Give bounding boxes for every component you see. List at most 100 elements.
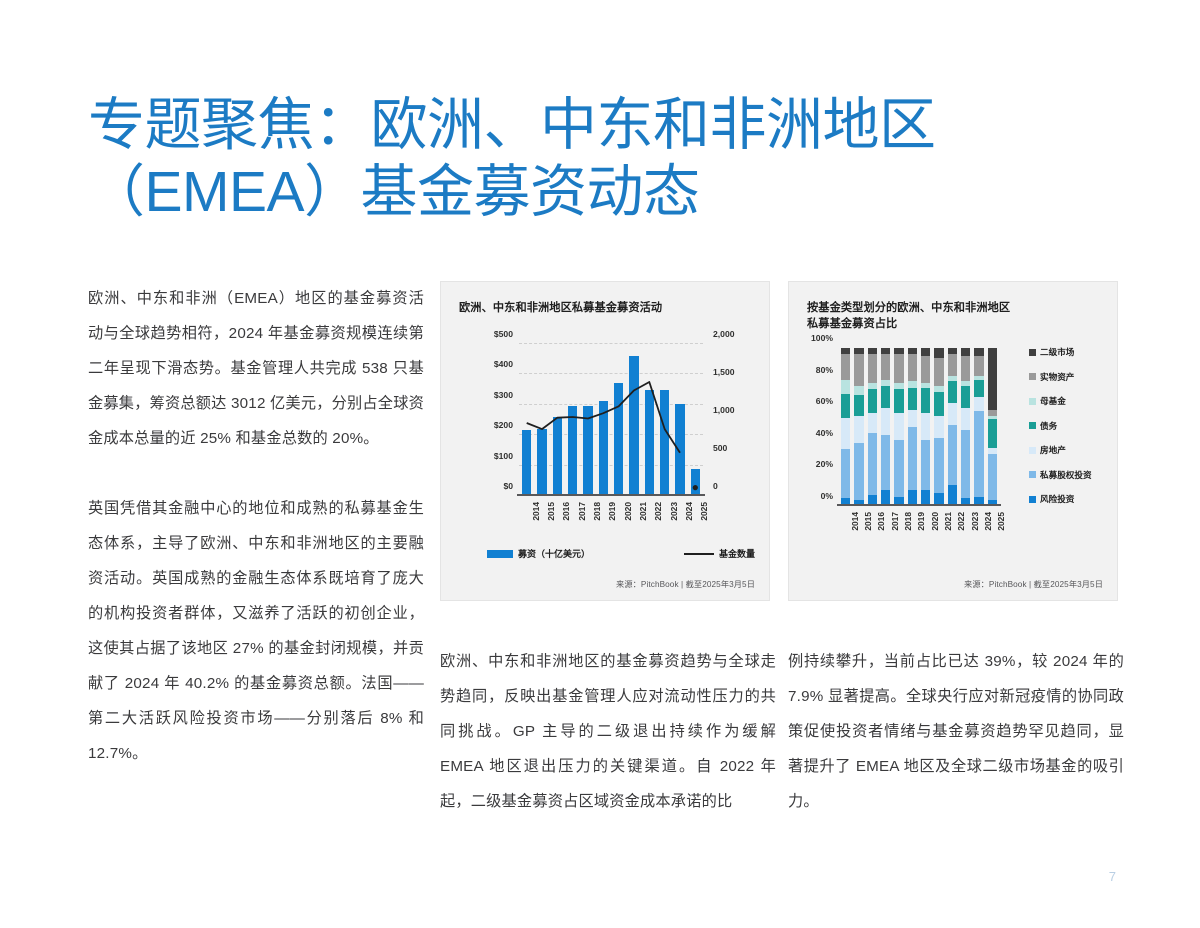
bar (644, 389, 655, 496)
stacked-bar-segment (921, 412, 931, 440)
stacked-bar-segment (867, 348, 877, 355)
stacked-bar-segment (894, 412, 904, 440)
stacked-bar-segment (934, 493, 944, 506)
bar (537, 428, 547, 496)
stacked-bar-segment (907, 387, 917, 410)
stacked-bar-series (839, 348, 999, 506)
chart-title: 欧洲、中东和非洲地区私募基金募资活动 (459, 302, 663, 314)
paragraph-uk-france: 英国凭借其金融中心的地位和成熟的私募基金生态体系，主导了欧洲、中东和非洲地区的主… (88, 500, 424, 762)
legend-label: 二级市场 (1040, 347, 1075, 357)
stacked-bar-segment (934, 438, 944, 494)
stacked-bar-segment (894, 389, 904, 413)
x-axis-tick-label: 2019 (916, 512, 927, 531)
stacked-bar-segment (841, 354, 851, 380)
legend-label: 风险投资 (1040, 494, 1075, 504)
stacked-bar-segment (854, 354, 864, 386)
bar (613, 382, 624, 496)
y-axis-tick-label: $0 (503, 481, 513, 491)
stacked-bar-segment (947, 403, 957, 426)
stacked-bar-segment (947, 354, 957, 377)
stacked-bar-segment (907, 348, 917, 355)
legend-swatch-icon (1029, 422, 1036, 429)
stacked-bar-segment (894, 354, 904, 383)
stacked-bar-segment (881, 490, 891, 506)
stacked-bar-segment (987, 415, 997, 420)
legend-label: 私募股权投资 (1040, 469, 1092, 480)
stacked-bar-segment (841, 449, 851, 499)
stacked-bar-segment (934, 348, 944, 358)
x-axis-tick-label: 2014 (530, 502, 541, 521)
x-axis-tick-label: 2019 (607, 502, 618, 521)
middle-text-column: 欧洲、中东和非洲地区的基金募资趋势与全球走势趋同，反映出基金管理人应对流动性压力… (440, 644, 776, 819)
stacked-bar-segment (854, 499, 864, 506)
stacked-bar (947, 348, 957, 506)
stacked-bar-segment (881, 379, 891, 386)
y2-axis-tick-label: 500 (713, 443, 728, 453)
y-axis-tick-label: 40% (815, 427, 833, 438)
gridline (519, 464, 703, 466)
x-axis-tick-label: 2015 (863, 512, 873, 531)
bar-series (519, 344, 703, 496)
x-axis-tick-label: 2014 (849, 512, 860, 531)
legend-item: 房地产 (1029, 444, 1092, 456)
stacked-bar-segment (881, 434, 891, 491)
bar (567, 406, 578, 496)
bar (629, 356, 639, 496)
stacked-bar-segment (841, 417, 851, 450)
stacked-bar-segment (867, 494, 877, 506)
legend-label: 债务 (1040, 420, 1058, 431)
stacked-bar-segment (987, 348, 997, 410)
legend-swatch-icon (1029, 397, 1036, 405)
y-axis-tick-label: 60% (815, 396, 833, 407)
chart-card-fundraising-activity: 欧洲、中东和非洲地区私募基金募资活动 $0 $100 $200 $300 $400 $50… (440, 281, 770, 601)
y2-axis-tick-label: 1,000 (713, 405, 735, 415)
stacked-bar-segment (921, 355, 931, 383)
stacked-bar-segment (961, 381, 971, 386)
stacked-bar-segment (974, 411, 984, 497)
stacked-bar-segment (841, 393, 851, 418)
stacked-bar-segment (934, 415, 944, 439)
stacked-bar-segment (921, 490, 931, 506)
stacked-bar-segment (921, 387, 931, 413)
stacked-bar (961, 348, 971, 506)
stacked-bar-segment (867, 354, 877, 383)
legend-label: 实物资产 (1040, 371, 1075, 382)
stacked-bar (881, 348, 891, 506)
x-axis-tick-label: 2017 (576, 502, 587, 521)
x-axis-tick-label: 2016 (561, 502, 572, 521)
legend-swatch-icon (1029, 471, 1036, 478)
stacked-bar-segment (987, 453, 997, 500)
stacked-bar-segment (987, 447, 997, 454)
stacked-bar-segment (894, 496, 904, 506)
stacked-bar-segment (961, 355, 971, 382)
x-axis-tick-label: 2015 (546, 502, 556, 521)
chart-legend: 二级市场 实物资产 母基金 债务 房地产 私募股权投资 风险投资 (1029, 346, 1092, 505)
chart-title: 按基金类型划分的欧洲、中东和非洲地区 私募基金募资占比 (807, 302, 1011, 330)
stacked-bar-segment (934, 392, 944, 416)
bar (690, 469, 701, 496)
legend-label: 房地产 (1040, 445, 1066, 455)
legend-item-fundraising: 募资（十亿美元） (487, 547, 590, 560)
legend-item: 实物资产 (1029, 371, 1092, 383)
stacked-bar (841, 348, 851, 506)
stacked-bar-segment (934, 357, 944, 386)
stacked-bar-segment (947, 425, 957, 486)
y-axis-tick-label: 80% (815, 364, 833, 375)
stacked-bar-segment (867, 389, 877, 413)
line-swatch-icon (683, 552, 714, 555)
legend-swatch-icon (1029, 373, 1036, 380)
page-number: 7 (1108, 869, 1116, 884)
x-axis-tick-label: 2021 (638, 502, 648, 521)
y2-axis-tick-label: 2,000 (713, 329, 735, 339)
stacked-bar-segment (907, 427, 917, 491)
stacked-bar-segment (921, 439, 931, 491)
bar (552, 416, 563, 496)
stacked-bar-segment (961, 348, 971, 356)
paragraph-trends: 欧洲、中东和非洲地区的基金募资趋势与全球走势趋同，反映出基金管理人应对流动性压力… (440, 653, 776, 810)
stacked-bar-segment (894, 439, 904, 497)
stacked-bar-segment (974, 397, 984, 412)
chart-plot-area: 0% 20% 40% 60% 80% 100% 2014 2015 2016 2017 2018 2… (811, 333, 1006, 531)
left-text-column: 欧洲、中东和非洲（EMEA）地区的基金募资活动与全球趋势相符，2024 年基金募… (88, 281, 424, 771)
line-series (526, 381, 698, 491)
legend-swatch-icon (1029, 446, 1036, 454)
